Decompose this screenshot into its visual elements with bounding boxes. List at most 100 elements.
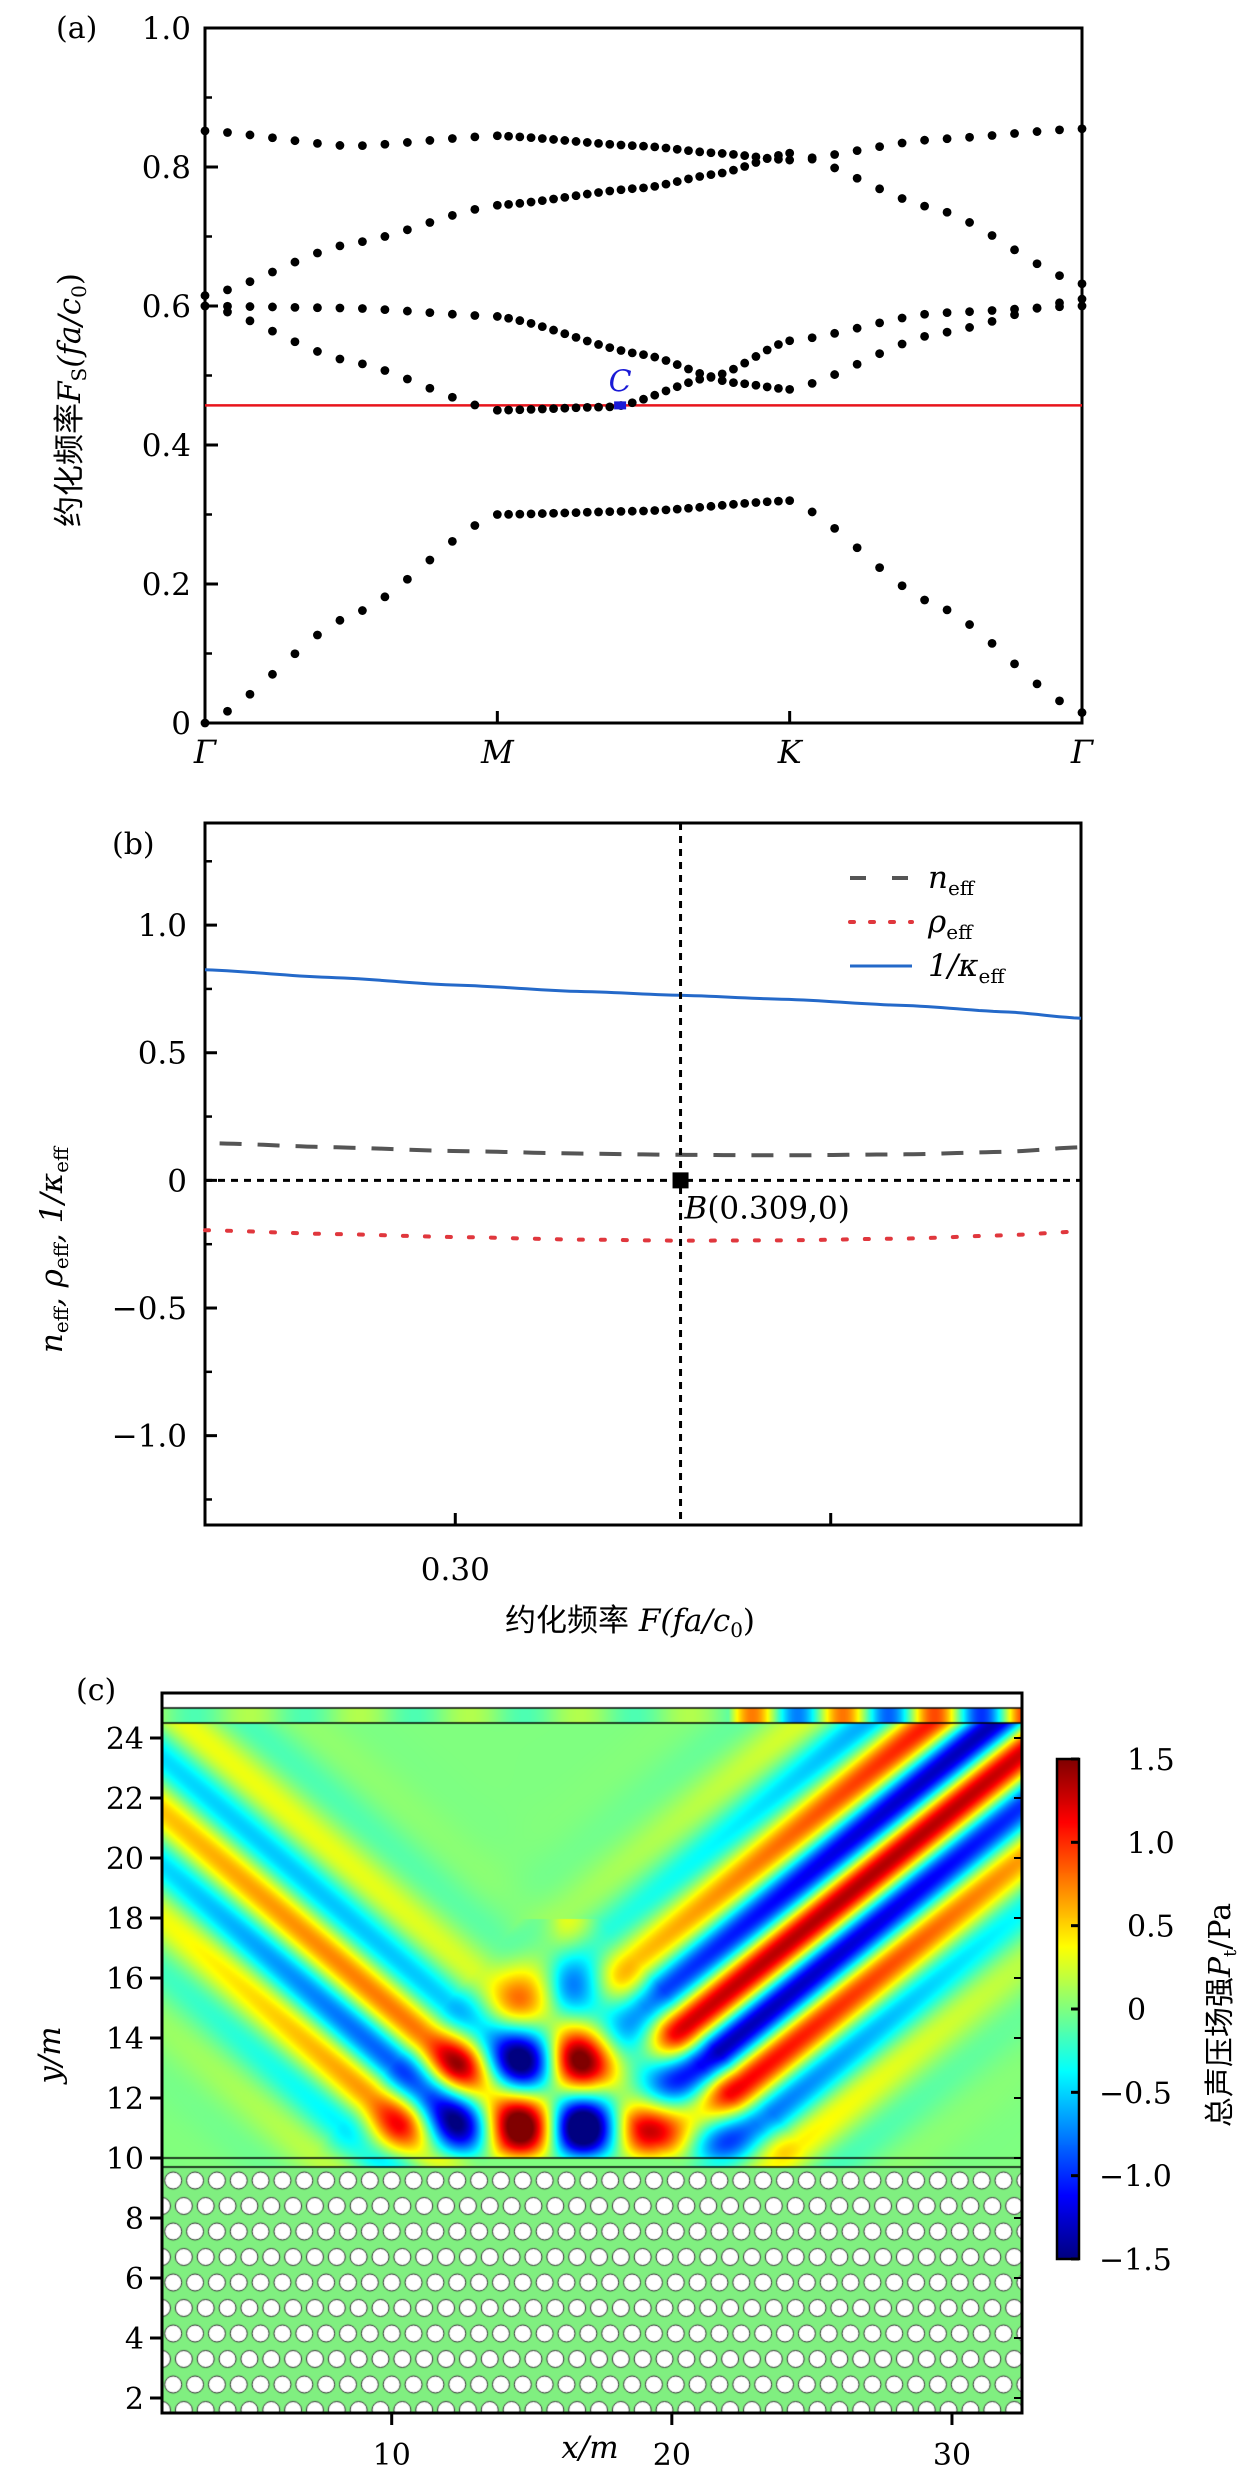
colorbar-tick-label: 0: [1127, 1993, 1146, 2028]
band-point: [571, 137, 581, 146]
band-point: [1010, 659, 1019, 669]
x-label-math: F(fa/c: [638, 1603, 730, 1639]
y-tick-label: 12: [106, 2082, 144, 2117]
panel-b-effective-params: (b) B(0.309,0) −1.0−0.500.51.0 0.30 neff…: [34, 821, 1083, 1642]
band-point: [729, 165, 738, 175]
band-point: [785, 148, 795, 158]
y-label-kappa-sub: eff: [49, 1145, 73, 1173]
y-label-rho-sub: eff: [49, 1241, 73, 1269]
band-point: [526, 509, 536, 519]
y-tick-label: 0.2: [142, 567, 191, 603]
band-point: [650, 506, 660, 515]
band-point: [706, 148, 716, 158]
band-point: [852, 359, 862, 369]
panel-a-label: (a): [56, 11, 97, 46]
y-tick-label: 0.5: [138, 1036, 187, 1072]
band-point: [290, 136, 300, 146]
band-point: [447, 392, 457, 402]
panel-c-y-axis-label: y/m: [32, 2026, 68, 2085]
band-point: [380, 592, 390, 602]
band-point: [695, 147, 705, 157]
band-point: [650, 390, 660, 400]
band-point: [1055, 298, 1064, 308]
band-point: [987, 231, 997, 240]
band-point: [1055, 696, 1064, 706]
band-point: [470, 132, 480, 142]
y-tick-label: −1.0: [112, 1419, 187, 1455]
band-point: [751, 380, 761, 390]
colorbar-gradient: [1057, 1759, 1079, 2259]
y-tick-label: 6: [125, 2262, 144, 2297]
band-point: [852, 543, 862, 553]
svg-text:总声压场强Pt/Pa: 总声压场强Pt/Pa: [1203, 1903, 1241, 2127]
band-point: [504, 313, 513, 323]
band-point: [852, 323, 862, 333]
svg-text:约化频率FS(fa/c0): 约化频率FS(fa/c0): [52, 273, 91, 527]
band-point: [537, 322, 547, 332]
colorbar-tick-label: 0.5: [1127, 1910, 1175, 1945]
band-point: [706, 372, 716, 382]
colorbar-label: 总声压场强Pt/Pa: [1203, 1903, 1241, 2127]
band-point: [223, 301, 232, 311]
band-point: [762, 345, 772, 355]
band-point: [616, 507, 626, 516]
band-point: [504, 131, 513, 141]
band-point: [920, 332, 929, 341]
panel-c-label: (c): [76, 1673, 116, 1708]
band-point: [942, 134, 952, 144]
y-tick-label: 0.4: [142, 428, 191, 464]
panel-b-y-ticks: −1.0 −0.5 0 0.5 1.0: [112, 860, 217, 1501]
band-point: [897, 138, 907, 148]
band-point: [313, 248, 322, 258]
band-point: [594, 402, 603, 412]
y-tick-label: 24: [106, 1722, 144, 1757]
band-point: [897, 313, 907, 323]
band-point: [335, 303, 345, 313]
band-point: [358, 237, 367, 247]
band-point: [1032, 259, 1042, 269]
band-point: [504, 405, 513, 415]
band-point: [627, 141, 637, 151]
band-point: [447, 134, 457, 143]
band-point: [684, 503, 693, 513]
band-point: [425, 555, 435, 565]
band-point: [875, 184, 885, 194]
y-tick-label: 10: [106, 2142, 144, 2177]
panel-b-frame: [203, 821, 1083, 1527]
band-point: [965, 218, 974, 227]
band-point: [594, 138, 603, 148]
band-point: [740, 498, 750, 508]
band-point: [537, 509, 547, 518]
y-label-kappa: , 1/κ: [34, 1173, 70, 1243]
band-point: [751, 498, 761, 507]
y-tick-label: 20: [106, 1842, 144, 1877]
band-point: [774, 496, 783, 506]
band-point: [245, 277, 255, 287]
band-point: [515, 316, 525, 325]
band-point: [684, 364, 693, 374]
band-point: [549, 404, 558, 413]
band-point: [942, 207, 952, 217]
point-c-label: C: [609, 364, 632, 399]
band-point: [526, 319, 536, 328]
band-point: [740, 358, 750, 368]
y-tick-label: 18: [106, 1902, 144, 1937]
band-point: [740, 379, 750, 389]
band-point: [774, 340, 783, 349]
band-point: [627, 184, 637, 194]
band-point: [672, 382, 682, 392]
band-point: [616, 346, 626, 355]
band-point: [897, 581, 907, 591]
band-point: [268, 302, 277, 312]
band-point: [470, 204, 480, 214]
cbar-label-sub: t: [1220, 1949, 1241, 1957]
y-tick-label: 2: [125, 2382, 144, 2417]
band-4: [200, 148, 1087, 300]
panel-b-x-ticks: 0.30: [421, 1513, 833, 1588]
x-tick-label: 10: [373, 2438, 411, 2465]
band-point: [526, 404, 536, 414]
band-point: [965, 307, 974, 317]
band-point: [965, 620, 974, 629]
band-point: [650, 181, 660, 191]
panel-c-x-axis-label: x/m: [561, 2430, 618, 2465]
